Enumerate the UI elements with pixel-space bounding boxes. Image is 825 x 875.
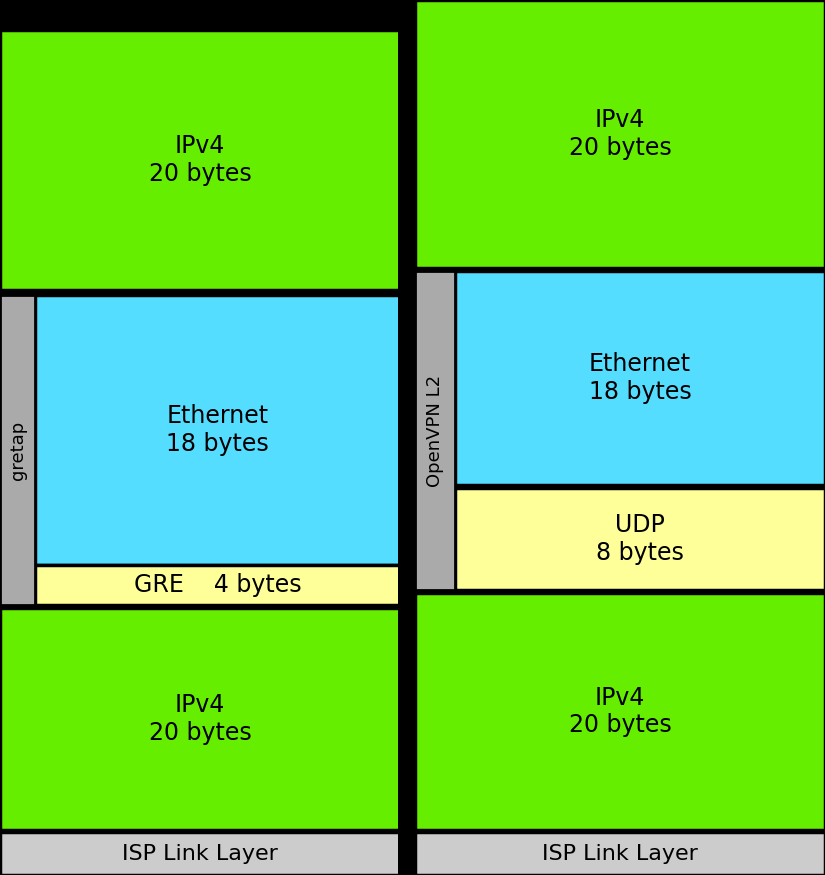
Text: IPv4
20 bytes: IPv4 20 bytes [568,108,672,160]
Text: Ethernet
18 bytes: Ethernet 18 bytes [166,404,269,456]
Bar [415,593,825,830]
Text: IPv4
20 bytes: IPv4 20 bytes [148,134,252,186]
Bar [415,0,825,268]
Text: OpenVPN L2: OpenVPN L2 [426,374,444,487]
Bar [0,0,400,30]
Bar [35,295,400,565]
Bar [455,488,825,590]
Text: IPv4
20 bytes: IPv4 20 bytes [148,693,252,745]
Text: IPv4
20 bytes: IPv4 20 bytes [568,686,672,738]
Text: GRE    4 bytes: GRE 4 bytes [134,573,301,597]
Bar [415,271,455,590]
Bar [35,565,400,605]
Bar [0,832,400,875]
Text: Ethernet
18 bytes: Ethernet 18 bytes [588,352,691,404]
Bar [0,608,400,830]
Bar [455,271,825,485]
Bar [415,832,825,875]
Bar [0,295,35,605]
Text: UDP
8 bytes: UDP 8 bytes [596,513,684,565]
Bar [398,0,416,875]
Text: gretap: gretap [8,420,26,480]
Bar [0,30,400,290]
Text: ISP Link Layer: ISP Link Layer [542,844,698,864]
Text: ISP Link Layer: ISP Link Layer [122,844,278,864]
